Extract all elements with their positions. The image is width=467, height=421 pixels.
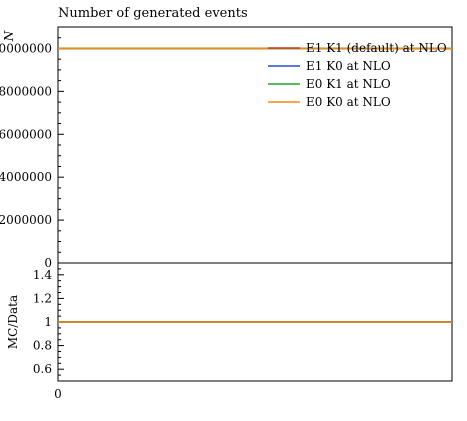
main-plot-frame xyxy=(57,26,453,264)
y-tick-label: 4000000 xyxy=(0,170,52,184)
y-tick-label: 8000000 xyxy=(0,84,52,98)
ratio-y-axis-label: MC/Data xyxy=(6,295,20,349)
ratio-y-tick-label: 0.8 xyxy=(33,339,52,353)
y-tick-label: 2000000 xyxy=(0,213,52,227)
ratio-y-tick-label: 1.4 xyxy=(33,268,52,282)
y-axis-label: N xyxy=(2,30,16,42)
ratio-y-tick-label: 1 xyxy=(44,315,52,329)
y-tick-label: 10000000 xyxy=(0,41,52,55)
legend-label: E0 K1 at NLO xyxy=(306,77,391,91)
legend-label: E1 K1 (default) at NLO xyxy=(306,41,447,55)
main-panel: 0 2000000 4000000 6000000 8000000 10000000 xyxy=(0,26,453,270)
ratio-y-tick-label: 0.6 xyxy=(33,362,52,376)
x-tick-label: 0 xyxy=(54,387,62,401)
legend-label: E1 K0 at NLO xyxy=(306,59,391,73)
ratio-panel: 0.6 0.8 1 1.2 1.4 0 xyxy=(33,262,453,401)
y-tick-label: 0 xyxy=(44,256,52,270)
chart-title: Number of generated events xyxy=(58,6,248,21)
legend-label: E0 K0 at NLO xyxy=(306,95,391,109)
ratio-y-tick-label: 1.2 xyxy=(33,291,52,305)
y-tick-label: 6000000 xyxy=(0,127,52,141)
legend: E1 K1 (default) at NLO E1 K0 at NLO E0 K1 … xyxy=(268,41,447,109)
